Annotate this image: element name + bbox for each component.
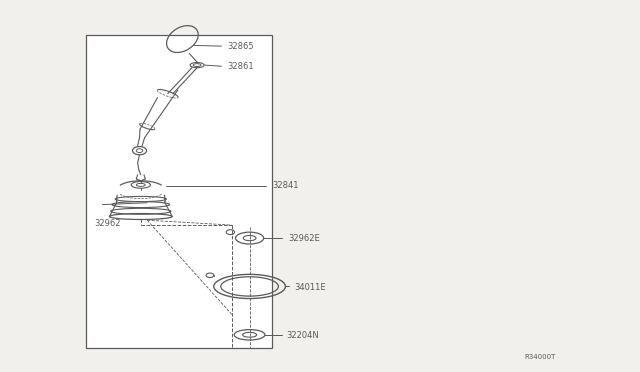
Bar	[86, 35, 272, 348]
Text: 32962: 32962	[95, 219, 121, 228]
Text: 32204N: 32204N	[287, 331, 319, 340]
Text: 32865: 32865	[227, 42, 254, 51]
Text: R34000T: R34000T	[525, 354, 556, 360]
Text: 32861: 32861	[227, 62, 254, 71]
Text: 32962E: 32962E	[288, 234, 320, 243]
Text: 32841: 32841	[272, 182, 298, 190]
Text: 34011E: 34011E	[294, 283, 326, 292]
